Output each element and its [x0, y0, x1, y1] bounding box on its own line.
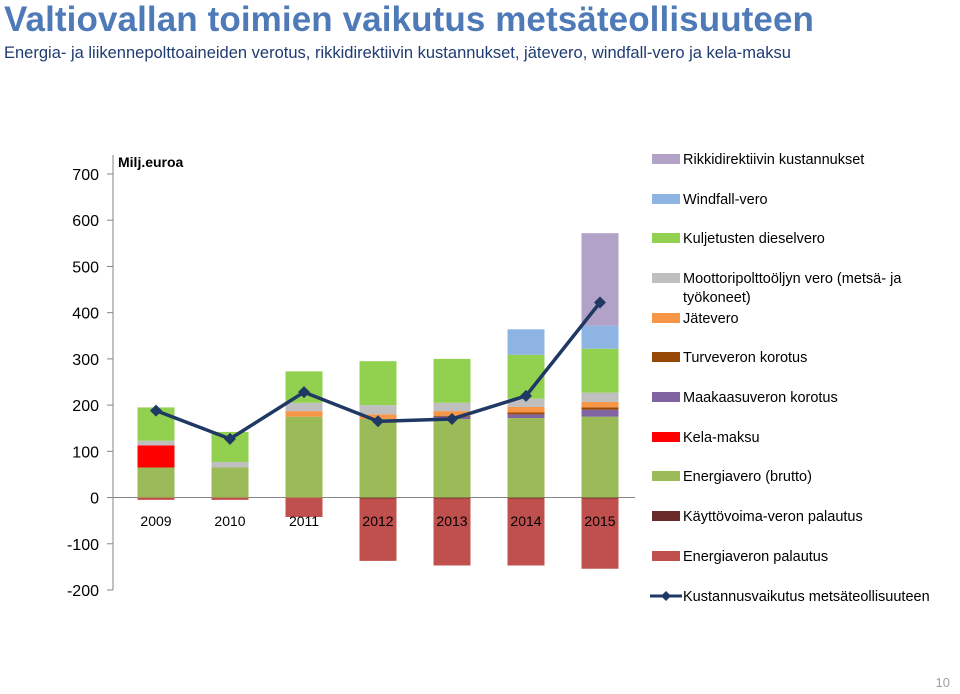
legend-swatch — [652, 511, 680, 521]
bar-segment — [581, 401, 619, 408]
page-subtitle: Energia- ja liikennepolttoaineiden verot… — [4, 44, 791, 62]
legend-swatch — [652, 233, 680, 243]
legend-swatch — [652, 154, 680, 164]
line-point — [224, 432, 236, 445]
bar-segment — [285, 416, 323, 498]
cost-line — [150, 296, 606, 445]
legend-label: Käyttövoima-veron palautus — [683, 509, 863, 525]
legend-label: Kela-maksu — [683, 430, 760, 446]
bar-segment — [433, 497, 471, 499]
category-label: 2012 — [362, 513, 393, 529]
bar-segment — [285, 497, 323, 517]
category-labels: 2009 2010 2011 2012 2013 2014 2015 — [140, 513, 615, 529]
legend-swatch — [652, 273, 680, 283]
line-point — [372, 415, 384, 428]
category-label: 2013 — [436, 513, 467, 529]
bar-segment — [359, 498, 397, 561]
bar-segment — [359, 418, 397, 498]
y-tick-label: -200 — [67, 583, 99, 600]
legend-label: Kustannusvaikutus metsäteollisuuteen — [683, 589, 930, 605]
bar-segment — [581, 409, 619, 417]
legend-label: Jätevero — [683, 311, 739, 327]
bar-segment — [581, 233, 619, 326]
bar-segment — [507, 414, 545, 419]
y-axis: 700 600 500 400 300 200 100 0 -100 -200 Milj.euroa — [67, 154, 635, 600]
y-tick-label: 500 — [72, 259, 99, 276]
legend-line-marker — [661, 591, 671, 601]
category-label: 2011 — [289, 513, 319, 529]
bar-segment — [137, 467, 175, 498]
legend-swatch — [652, 432, 680, 442]
line-point — [520, 389, 532, 402]
bar-segment — [433, 418, 471, 498]
bar-segment — [359, 361, 397, 406]
bar-segment — [211, 497, 249, 500]
category-label: 2010 — [214, 513, 245, 529]
y-tick-label: 400 — [72, 306, 99, 323]
bar-segment — [581, 497, 619, 499]
bar-segment — [211, 467, 249, 498]
page-number: 10 — [935, 675, 950, 690]
legend-swatch — [652, 313, 680, 323]
bar-segment — [433, 402, 471, 412]
y-tick-label: 300 — [72, 352, 99, 369]
bar-segment — [507, 412, 545, 415]
bar-segment — [581, 348, 619, 393]
line-point — [150, 404, 162, 417]
bar-segment — [137, 440, 175, 446]
bar-segment — [581, 392, 619, 402]
bar-segment — [285, 411, 323, 417]
bar-segment — [137, 445, 175, 468]
legend-label: Turveveron korotus — [683, 350, 807, 366]
y-tick-label: -100 — [67, 537, 99, 554]
legend-swatch — [652, 352, 680, 362]
line-point — [298, 386, 310, 399]
category-label: 2015 — [584, 513, 615, 529]
bar-segment — [507, 329, 545, 355]
bar-segment — [359, 497, 397, 499]
legend-label: Energiavero (brutto) — [683, 469, 812, 485]
y-tick-label: 200 — [72, 398, 99, 415]
y-tick-label: 0 — [90, 491, 99, 508]
legend-swatch — [652, 392, 680, 402]
bar-segment — [581, 416, 619, 498]
legend-swatch — [652, 551, 680, 561]
legend-label: Rikkidirektiivin kustannukset — [683, 152, 864, 168]
bar-segment — [507, 418, 545, 498]
legend-swatch — [652, 471, 680, 481]
legend-label: Moottoripolttoöljyn vero (metsä- ja — [683, 271, 902, 287]
bar-segment — [137, 497, 175, 500]
category-label: 2009 — [140, 513, 171, 529]
legend-label: Kuljetusten dieselvero — [683, 231, 825, 247]
bar-segment — [285, 402, 323, 412]
y-tick-label: 700 — [72, 167, 99, 184]
legend-label: Maakaasuveron korotus — [683, 390, 838, 406]
bar-segment — [359, 405, 397, 415]
bar-segment — [433, 358, 471, 403]
category-label: 2014 — [510, 513, 541, 529]
line-point — [446, 412, 458, 425]
line-point — [594, 296, 606, 309]
bar-segment — [581, 498, 619, 569]
bar-segment — [433, 498, 471, 566]
legend-swatch — [652, 194, 680, 204]
bar-segment — [507, 497, 545, 499]
unit-label: Milj.euroa — [118, 154, 184, 170]
legend-label: Energiaveron palautus — [683, 549, 828, 565]
legend-label: Windfall-vero — [683, 192, 768, 208]
bar-segment — [581, 407, 619, 410]
legend: Rikkidirektiivin kustannukset Windfall-ve… — [650, 152, 930, 605]
legend-label: työkoneet) — [683, 290, 751, 306]
bar-segment — [507, 406, 545, 413]
bar-segment — [211, 461, 249, 468]
y-tick-label: 600 — [72, 213, 99, 230]
y-tick-label: 100 — [72, 444, 99, 461]
bar-segment — [581, 325, 619, 349]
page-title: Valtiovallan toimien vaikutus metsäteoll… — [4, 0, 815, 39]
bar-segment — [507, 498, 545, 566]
bar-segment — [507, 398, 545, 407]
